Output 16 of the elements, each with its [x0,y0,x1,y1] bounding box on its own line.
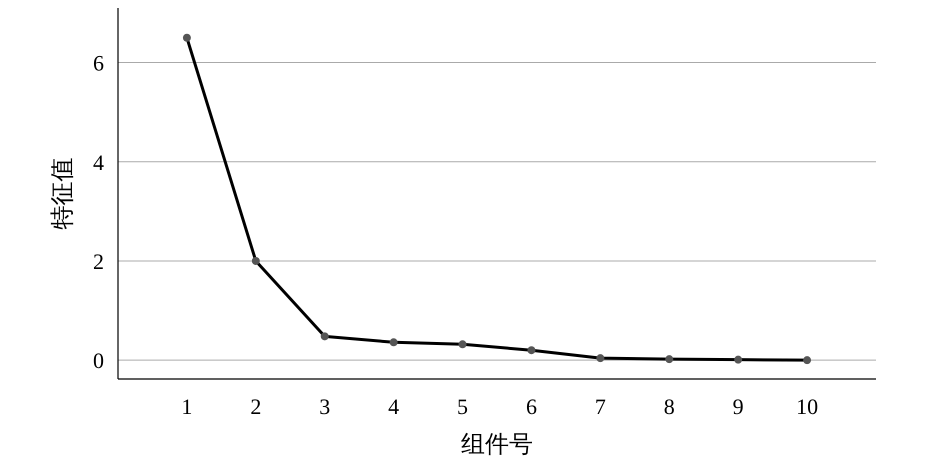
x-tick-label: 8 [664,394,675,419]
x-axis-title: 组件号 [461,432,533,458]
x-tick-label: 3 [319,394,330,419]
y-tick-label: 0 [93,348,104,374]
y-axis-title: 特征值 [50,158,76,230]
x-tick-label: 2 [250,394,262,419]
x-tick-label: 7 [594,394,606,419]
x-tick-label: 1 [181,394,192,419]
y-tick-label: 6 [93,50,104,76]
x-tick-label: 9 [732,394,744,419]
x-tick-label: 6 [526,394,537,419]
y-tick-label: 4 [93,150,104,175]
x-tick-label: 10 [796,394,818,419]
x-tick-label: 4 [388,394,400,419]
y-tick-label: 2 [93,248,104,274]
x-tick-label: 5 [457,394,468,419]
